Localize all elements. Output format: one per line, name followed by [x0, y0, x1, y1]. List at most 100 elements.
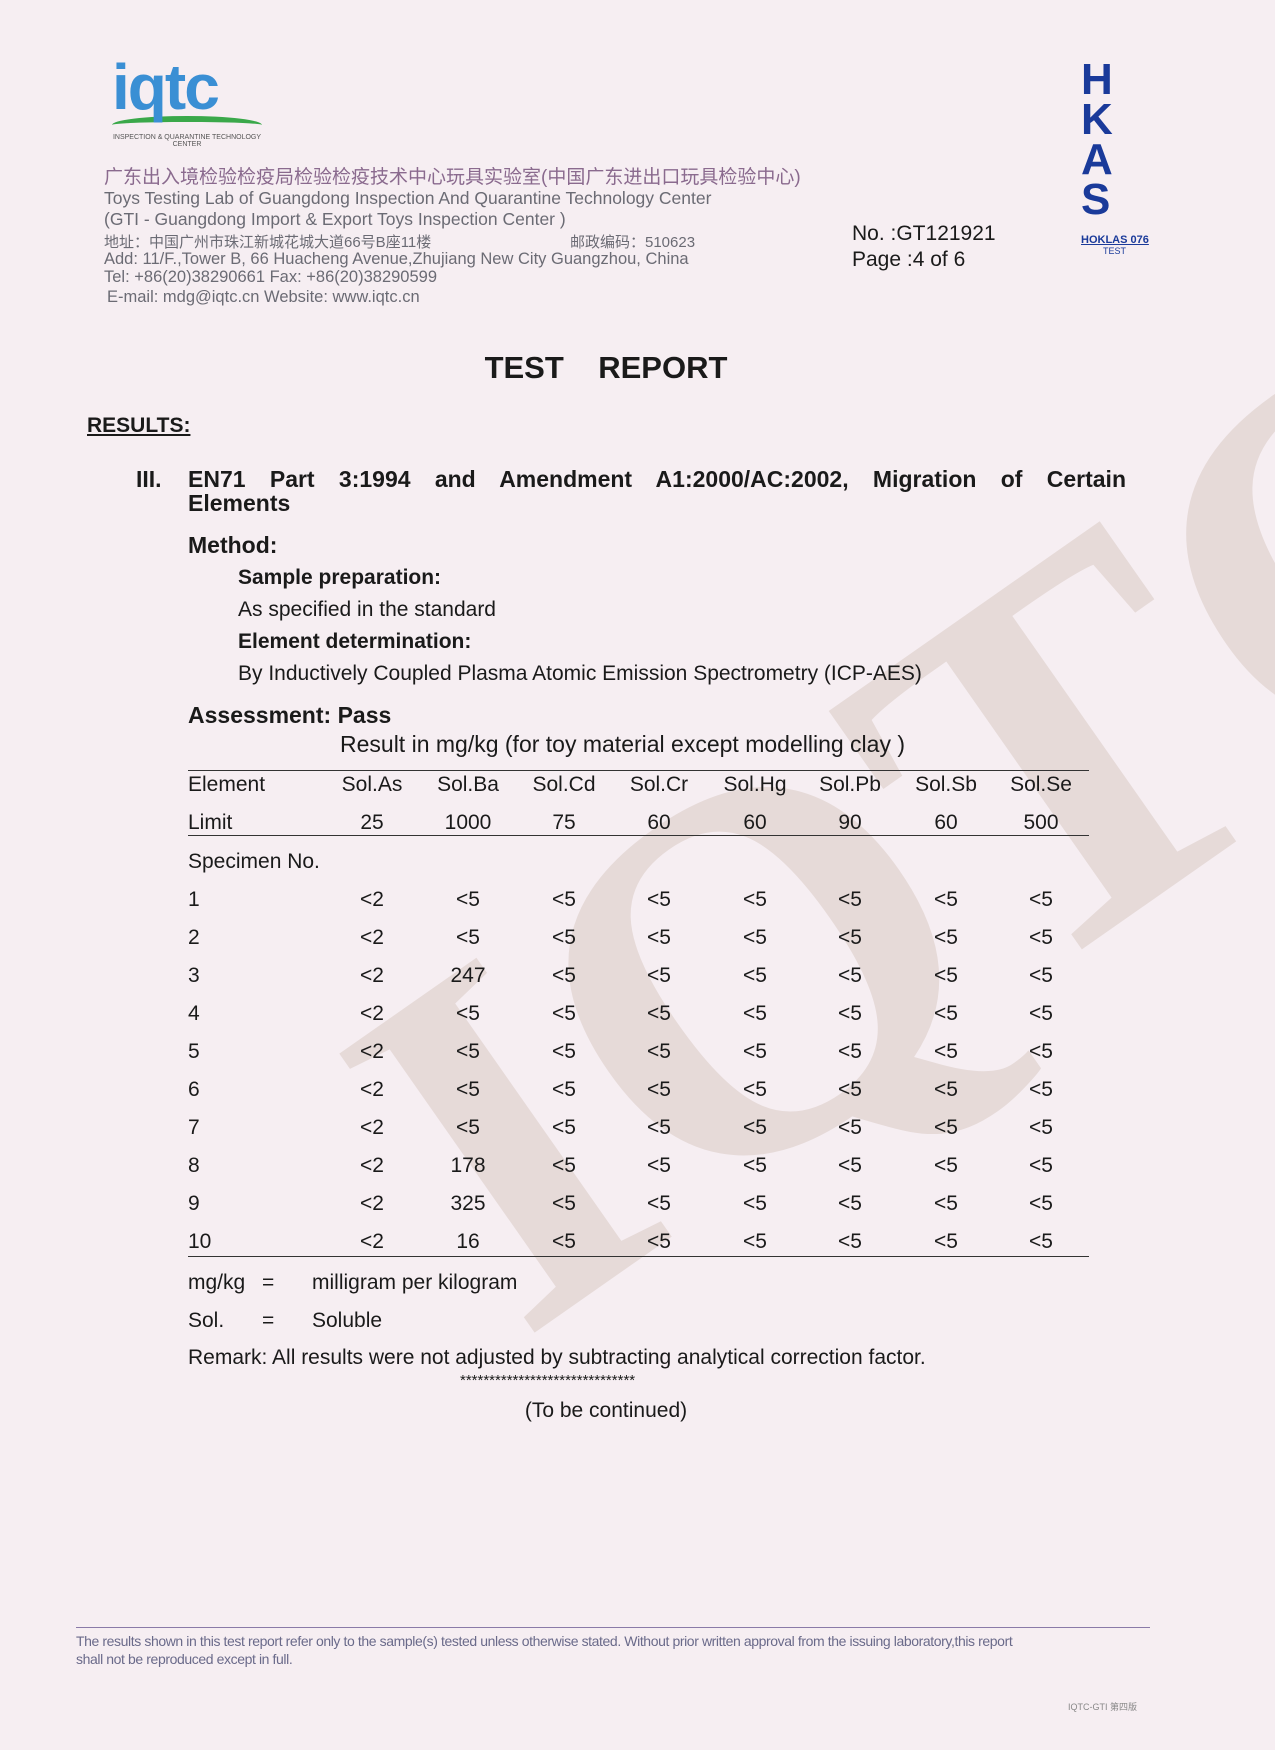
result-caption: Result in mg/kg (for toy material except… — [340, 731, 905, 757]
limit-value: 1000 — [444, 811, 492, 834]
assessment: Assessment: Pass — [188, 702, 392, 728]
specimen-number: 4 — [188, 1002, 200, 1025]
hkas-logo: HKAS HOKLAS 076 TEST — [1081, 55, 1149, 257]
result-cell: <5 — [456, 926, 480, 949]
result-cell: <5 — [1029, 1230, 1053, 1253]
specimen-label: Specimen No. — [188, 850, 320, 873]
specimen-number: 7 — [188, 1116, 200, 1139]
lab-name-cn: 广东出入境检验检疫局检验检疫技术中心玩具实验室(中国广东进出口玩具检验中心) — [104, 167, 801, 188]
result-cell: <5 — [552, 1002, 576, 1025]
address-en: Add: 11/F.,Tower B, 66 Huacheng Avenue,Z… — [104, 250, 689, 268]
specimen-number: 8 — [188, 1154, 200, 1177]
postcode-cn: 邮政编码：510623 — [570, 234, 696, 251]
iqtc-logo: iqtc INSPECTION & QUARANTINE TECHNOLOGY … — [112, 51, 262, 148]
result-cell: <5 — [743, 1002, 767, 1025]
result-cell: <5 — [743, 1192, 767, 1215]
result-cell: <5 — [1029, 964, 1053, 987]
result-cell: <5 — [647, 926, 671, 949]
result-cell: <5 — [934, 1002, 958, 1025]
result-cell: <5 — [552, 926, 576, 949]
address-cn: 地址：中国广州市珠江新城花城大道66号B座11楼 — [104, 234, 432, 251]
result-cell: <2 — [360, 1002, 384, 1025]
result-cell: <5 — [743, 888, 767, 911]
form-code: IQTC-GTI 第四版 — [1068, 1702, 1137, 1712]
table-bottom-rule — [188, 1256, 1089, 1257]
sol-definition: Soluble — [312, 1309, 383, 1332]
result-cell: <5 — [838, 1078, 862, 1101]
tel-fax: Tel: +86(20)38290661 Fax: +86(20)3829059… — [104, 268, 438, 286]
section-heading-cont: Elements — [188, 490, 291, 516]
result-cell: <5 — [838, 964, 862, 987]
section-heading: EN71 Part 3:1994 and Amendment A1:2000/A… — [188, 466, 1126, 492]
limit-value: 500 — [1023, 811, 1059, 834]
result-cell: <5 — [552, 888, 576, 911]
limit-value: 60 — [647, 811, 671, 834]
result-cell: <5 — [743, 926, 767, 949]
specimen-number: 3 — [188, 964, 200, 987]
limit-value: 60 — [743, 811, 767, 834]
report-number: No. :GT121921 — [852, 222, 996, 245]
result-cell: <5 — [743, 964, 767, 987]
stars-divider: ****************************** — [460, 1372, 636, 1389]
table-header-rule — [188, 835, 1089, 836]
result-cell: <5 — [1029, 888, 1053, 911]
result-cell: <5 — [934, 1078, 958, 1101]
element-header: Sol.Se — [1010, 773, 1072, 796]
limit-value: 90 — [838, 811, 862, 834]
result-cell: <5 — [1029, 1078, 1053, 1101]
result-cell: <2 — [360, 1078, 384, 1101]
result-cell: <5 — [838, 1154, 862, 1177]
sample-prep-label: Sample preparation: — [238, 566, 442, 589]
result-cell: <5 — [934, 888, 958, 911]
email-website: E-mail: mdg@iqtc.cn Website: www.iqtc.cn — [107, 288, 420, 306]
result-cell: <5 — [1029, 926, 1053, 949]
result-cell: <2 — [360, 1192, 384, 1215]
result-cell: <5 — [647, 964, 671, 987]
specimen-number: 6 — [188, 1078, 200, 1101]
result-cell: <5 — [1029, 1002, 1053, 1025]
result-cell: <5 — [838, 888, 862, 911]
result-cell: <2 — [360, 1154, 384, 1177]
table-top-rule — [188, 770, 1089, 771]
result-cell: <2 — [360, 964, 384, 987]
result-cell: <5 — [552, 1116, 576, 1139]
result-cell: <5 — [647, 888, 671, 911]
section-number: III. — [136, 466, 162, 492]
result-cell: <5 — [647, 1230, 671, 1253]
element-header: Sol.Sb — [915, 773, 977, 796]
element-header-label: Element — [188, 773, 266, 796]
limit-value: 75 — [552, 811, 576, 834]
result-cell: <5 — [456, 888, 480, 911]
element-header: Sol.Cr — [629, 773, 689, 796]
result-cell: <5 — [838, 926, 862, 949]
result-cell: <5 — [647, 1078, 671, 1101]
result-cell: <5 — [647, 1040, 671, 1063]
sol-abbr: Sol. — [188, 1309, 225, 1332]
result-cell: <5 — [647, 1116, 671, 1139]
limit-value: 25 — [360, 811, 384, 834]
result-cell: <5 — [1029, 1192, 1053, 1215]
result-cell: <5 — [1029, 1154, 1053, 1177]
result-cell: <5 — [743, 1154, 767, 1177]
specimen-number: 1 — [188, 888, 200, 911]
result-cell: <5 — [552, 1192, 576, 1215]
sample-prep-text: As specified in the standard — [238, 598, 496, 621]
result-cell: <5 — [743, 1116, 767, 1139]
results-label: RESULTS: — [87, 414, 191, 437]
element-header: Sol.Ba — [437, 773, 499, 796]
element-header: Sol.Hg — [723, 773, 787, 796]
lab-name-sub: (GTI - Guangdong Import & Export Toys In… — [104, 209, 566, 229]
result-cell: <5 — [934, 1154, 958, 1177]
method-label: Method: — [188, 532, 278, 558]
element-det-text: By Inductively Coupled Plasma Atomic Emi… — [238, 662, 922, 685]
result-cell: 178 — [450, 1154, 486, 1177]
specimen-number: 2 — [188, 926, 200, 949]
element-header: Sol.Pb — [819, 773, 881, 796]
result-cell: 16 — [456, 1230, 480, 1253]
footer-disclaimer-cont: shall not be reproduced except in full. — [76, 1651, 293, 1667]
result-cell: <5 — [1029, 1116, 1053, 1139]
limit-label: Limit — [188, 811, 233, 834]
sol-equals: = — [262, 1309, 275, 1332]
result-cell: <5 — [743, 1040, 767, 1063]
result-cell: <2 — [360, 888, 384, 911]
